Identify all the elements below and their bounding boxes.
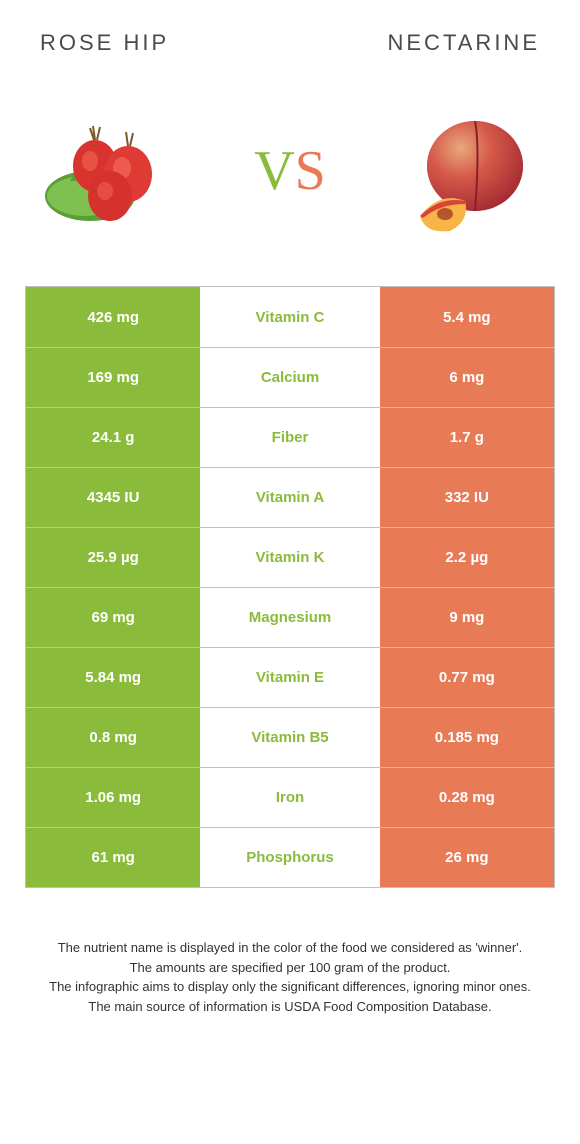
vs-s: S (295, 140, 326, 202)
left-value: 0.8 mg (26, 708, 200, 767)
nutrient-label: Vitamin A (200, 468, 379, 527)
left-value: 426 mg (26, 287, 200, 347)
nutrient-label: Iron (200, 768, 379, 827)
table-row: 5.84 mgVitamin E0.77 mg (26, 647, 554, 707)
vs-section: VS (0, 66, 580, 286)
right-value: 9 mg (380, 588, 554, 647)
left-value: 24.1 g (26, 408, 200, 467)
nutrient-label: Fiber (200, 408, 379, 467)
right-value: 5.4 mg (380, 287, 554, 347)
right-value: 6 mg (380, 348, 554, 407)
title-right: Nectarine (388, 30, 541, 56)
vs-label: VS (254, 139, 326, 203)
left-value: 69 mg (26, 588, 200, 647)
right-value: 0.28 mg (380, 768, 554, 827)
nutrient-label: Calcium (200, 348, 379, 407)
footnote: The nutrient name is displayed in the co… (0, 888, 580, 1016)
nutrient-label: Magnesium (200, 588, 379, 647)
rosehip-image (40, 96, 190, 246)
table-row: 1.06 mgIron0.28 mg (26, 767, 554, 827)
table-row: 69 mgMagnesium9 mg (26, 587, 554, 647)
left-value: 169 mg (26, 348, 200, 407)
table-row: 25.9 µgVitamin K2.2 µg (26, 527, 554, 587)
table-row: 4345 IUVitamin A332 IU (26, 467, 554, 527)
nutrient-label: Vitamin B5 (200, 708, 379, 767)
right-value: 2.2 µg (380, 528, 554, 587)
nutrient-label: Vitamin E (200, 648, 379, 707)
nutrient-label: Phosphorus (200, 828, 379, 887)
right-value: 0.77 mg (380, 648, 554, 707)
right-value: 1.7 g (380, 408, 554, 467)
right-value: 0.185 mg (380, 708, 554, 767)
table-row: 426 mgVitamin C5.4 mg (26, 287, 554, 347)
footnote-line: The infographic aims to display only the… (30, 977, 550, 997)
nectarine-image (390, 96, 540, 246)
vs-v: V (254, 140, 294, 202)
table-row: 61 mgPhosphorus26 mg (26, 827, 554, 887)
footnote-line: The nutrient name is displayed in the co… (30, 938, 550, 958)
table-row: 169 mgCalcium6 mg (26, 347, 554, 407)
right-value: 26 mg (380, 828, 554, 887)
header: Rose hip Nectarine (0, 0, 580, 66)
left-value: 25.9 µg (26, 528, 200, 587)
left-value: 4345 IU (26, 468, 200, 527)
left-value: 61 mg (26, 828, 200, 887)
footnote-line: The amounts are specified per 100 gram o… (30, 958, 550, 978)
table-row: 24.1 gFiber1.7 g (26, 407, 554, 467)
left-value: 1.06 mg (26, 768, 200, 827)
comparison-table: 426 mgVitamin C5.4 mg169 mgCalcium6 mg24… (25, 286, 555, 888)
left-value: 5.84 mg (26, 648, 200, 707)
footnote-line: The main source of information is USDA F… (30, 997, 550, 1017)
table-row: 0.8 mgVitamin B50.185 mg (26, 707, 554, 767)
nutrient-label: Vitamin C (200, 287, 379, 347)
title-left: Rose hip (40, 30, 169, 56)
nutrient-label: Vitamin K (200, 528, 379, 587)
right-value: 332 IU (380, 468, 554, 527)
